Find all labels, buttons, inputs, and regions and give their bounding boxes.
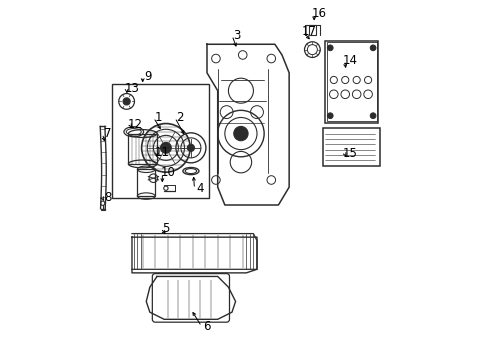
Bar bbox=[324, 41, 378, 123]
Bar bbox=[326, 42, 376, 121]
Circle shape bbox=[123, 98, 130, 105]
Bar bbox=[308, 25, 315, 35]
Text: 4: 4 bbox=[196, 183, 203, 195]
Circle shape bbox=[326, 113, 332, 118]
Text: 16: 16 bbox=[311, 8, 326, 21]
Circle shape bbox=[369, 45, 375, 51]
Text: 9: 9 bbox=[144, 70, 151, 83]
Circle shape bbox=[369, 113, 375, 118]
Circle shape bbox=[326, 45, 332, 51]
Text: 7: 7 bbox=[104, 127, 111, 140]
Text: 15: 15 bbox=[342, 147, 357, 160]
Text: 2: 2 bbox=[176, 111, 183, 124]
Text: 8: 8 bbox=[104, 192, 111, 204]
Text: 12: 12 bbox=[128, 118, 143, 131]
Text: 1: 1 bbox=[155, 111, 162, 124]
Bar bbox=[323, 128, 380, 166]
Bar bbox=[128, 134, 157, 164]
Bar bbox=[112, 84, 208, 198]
Circle shape bbox=[187, 144, 194, 152]
Text: 17: 17 bbox=[301, 25, 316, 38]
Text: 5: 5 bbox=[162, 222, 169, 235]
Text: 10: 10 bbox=[160, 166, 175, 179]
Text: 14: 14 bbox=[342, 54, 357, 67]
Text: 3: 3 bbox=[233, 29, 241, 42]
Circle shape bbox=[233, 126, 247, 141]
Text: 11: 11 bbox=[155, 146, 169, 159]
Circle shape bbox=[160, 143, 171, 153]
Text: 6: 6 bbox=[203, 320, 210, 333]
Bar bbox=[137, 169, 155, 196]
Text: 13: 13 bbox=[124, 82, 139, 95]
